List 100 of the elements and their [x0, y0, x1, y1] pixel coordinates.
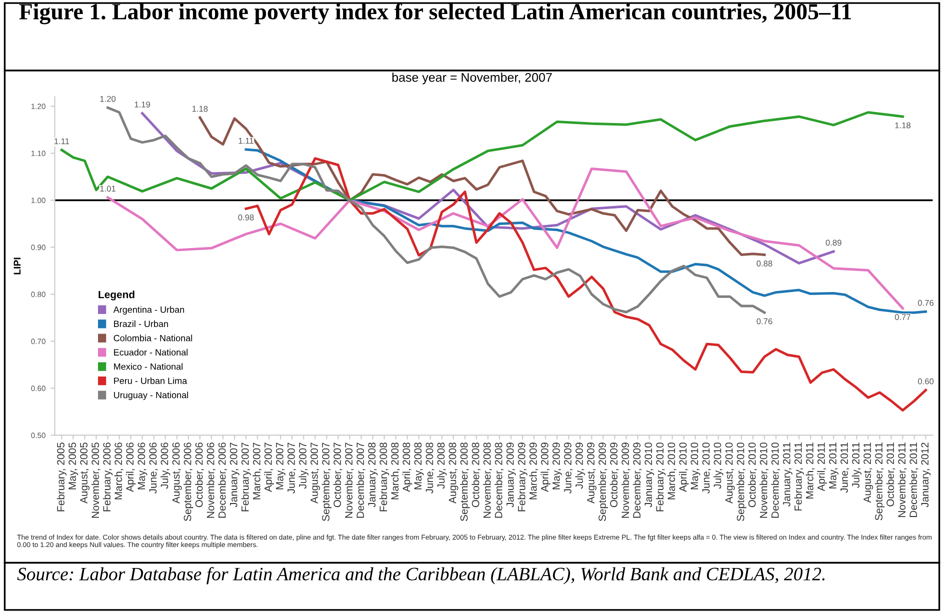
x-tick-label: April, 2007	[264, 442, 274, 492]
annotation: 1.11	[54, 138, 70, 144]
chart-title: Figure 1. Labor income poverty index for selected Latin American countries, 2005–11	[19, 3, 851, 24]
x-tick-label: September, 2006	[184, 442, 194, 522]
annotation: 0.88	[756, 260, 772, 266]
x-tick-label: August, 2006	[172, 442, 182, 504]
x-tick-label: May, 2009	[552, 442, 562, 490]
annotation: 0.76	[918, 300, 934, 306]
legend-label: Argentina - Urban	[113, 306, 184, 315]
x-tick-label: November, 2006	[206, 442, 216, 518]
x-tick-label: May, 2010	[690, 442, 700, 490]
x-tick-label: February, 2005	[56, 442, 67, 512]
annotation: 0.60	[918, 378, 934, 384]
chart-subtitle: base year = November, 2007	[392, 72, 552, 84]
x-tick-label: October, 2007	[333, 442, 342, 508]
legend-label: Brazil - Urban	[114, 320, 168, 328]
x-tick-label: December, 2009	[632, 442, 642, 518]
x-tick-label: October, 2010	[748, 442, 757, 508]
x-tick-label: January, 2007	[230, 442, 240, 508]
x-tick-label: December, 2011	[909, 442, 918, 517]
x-tick-label: August, 2010	[725, 442, 735, 504]
x-tick-label: May, 2006	[138, 442, 148, 490]
x-tick-label: May, 2005	[68, 442, 78, 490]
x-tick-label: February, 2008	[379, 442, 390, 512]
legend-label: Colombia - National	[114, 334, 192, 342]
x-tick-label: January, 2010	[644, 442, 654, 508]
x-tick-label: March, 2006	[114, 442, 124, 500]
x-tick-label: February, 2007	[241, 442, 251, 512]
x-tick-label: February, 2010	[656, 442, 666, 512]
x-tick-label: November, 2011	[898, 442, 907, 517]
x-tick-label: February, 2009	[518, 442, 528, 512]
x-tick-label: March, 2009	[529, 442, 538, 500]
x-tick-label: March, 2010	[667, 442, 676, 500]
x-tick-label: April, 2006	[126, 442, 136, 492]
x-tick-label: March, 2011	[806, 442, 815, 498]
x-tick-label: June, 2006	[149, 442, 158, 494]
x-tick-label: July, 2011	[852, 442, 862, 488]
x-tick-label: July, 2008	[437, 442, 447, 489]
x-tick-label: August, 2011	[864, 442, 874, 503]
x-tick-label: August, 2009	[587, 442, 596, 504]
x-tick-label: February, 2011	[794, 442, 804, 510]
x-tick-label: July, 2010	[714, 442, 724, 489]
x-tick-label: November, 2010	[760, 442, 768, 518]
x-tick-label: July, 2009	[575, 442, 585, 489]
x-tick-label: May, 2008	[414, 442, 424, 490]
x-tick-label: August, 2008	[448, 442, 458, 504]
annotation: 1.11	[238, 138, 254, 144]
annotation: 1.20	[100, 96, 116, 102]
x-tick-label: April, 2010	[678, 442, 689, 492]
annotation: 1.18	[192, 106, 208, 112]
x-tick-label: December, 2010	[771, 442, 780, 518]
x-tick-label: September, 2008	[460, 442, 470, 522]
x-tick-label: October, 2008	[472, 442, 480, 508]
x-tick-label: December, 2008	[494, 442, 504, 518]
x-tick-label: April, 2008	[402, 442, 412, 492]
x-tick-label: September, 2010	[736, 442, 746, 522]
x-tick-label: January, 2009	[506, 442, 516, 508]
x-tick-label: May, 2011	[829, 442, 838, 488]
legend-label: Peru - Urban Lima	[114, 377, 188, 384]
x-tick-label: November, 2005	[91, 442, 100, 518]
y-axis-title: LIPI	[14, 258, 21, 274]
x-tick-label: June, 2007	[288, 442, 296, 494]
x-tick-label: February, 2006	[102, 442, 113, 512]
x-tick-label: March, 2008	[390, 442, 400, 500]
annotation: 0.89	[826, 240, 842, 246]
legend-label: Ecuador - National	[114, 348, 188, 356]
x-tick-label: June, 2010	[702, 442, 711, 494]
x-tick-label: July, 2007	[298, 442, 308, 489]
x-tick-label: January, 2011	[782, 442, 792, 506]
x-tick-label: June, 2011	[840, 442, 850, 493]
x-tick-label: April, 2009	[540, 442, 550, 492]
x-tick-label: October, 2009	[610, 442, 619, 508]
annotation: 1.01	[100, 186, 116, 192]
x-tick-label: September, 2007	[322, 442, 332, 522]
annotation: 0.77	[894, 314, 910, 320]
x-tick-label: November, 2008	[483, 442, 492, 518]
annotation: 1.19	[134, 102, 150, 108]
legend-title: Legend	[98, 290, 134, 300]
x-tick-label: April, 2011	[817, 442, 827, 492]
legend-label: Mexico - National	[114, 363, 182, 370]
legend-label: Uruguay - National	[114, 392, 188, 400]
annotation: 0.98	[238, 214, 254, 220]
x-tick-label: July, 2006	[160, 442, 170, 489]
x-tick-label: September, 2009	[598, 442, 608, 522]
x-tick-label: March, 2007	[252, 442, 262, 500]
x-tick-label: November, 2007	[344, 442, 354, 518]
x-tick-label: November, 2009	[621, 442, 630, 518]
annotation: 0.76	[756, 318, 772, 324]
x-tick-label: January, 2008	[368, 442, 378, 508]
x-tick-label: September, 2011	[874, 442, 885, 520]
x-tick-label: December, 2007	[356, 442, 366, 518]
x-tick-label: August, 2007	[310, 442, 320, 504]
x-tick-label: January, 2012	[921, 442, 931, 508]
annotation: 1.18	[895, 122, 910, 128]
x-tick-label: June, 2009	[564, 442, 573, 494]
x-tick-label: June, 2008	[426, 442, 434, 494]
source-note: Source: Labor Database for Latin America and the Caribbean (LABLAC), World Bank and CEDLAS, 2012.	[17, 567, 824, 584]
x-tick-label: October, 2011	[886, 442, 896, 506]
x-tick-label: December, 2006	[218, 442, 227, 518]
x-tick-label: August, 2005	[80, 442, 90, 504]
